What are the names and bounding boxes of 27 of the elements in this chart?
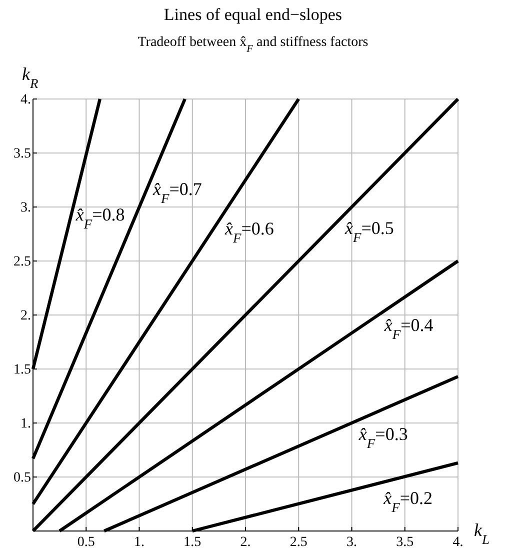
series-label: x̂$_{F}$=0.8 xyxy=(74,204,125,231)
x-tick-label: 0.5 xyxy=(77,534,95,550)
y-tick-label: 2.5 xyxy=(14,254,31,270)
x-tick-label: 3.5 xyxy=(396,534,414,550)
x-tick-label: 3. xyxy=(346,534,357,550)
y-tick-label: 3. xyxy=(20,200,31,216)
x-tick-label: 2.5 xyxy=(290,534,308,550)
series-label: x̂$_{F}$=0.2 xyxy=(382,488,433,515)
chart-subtitle: Tradeoff between x̂$_{F}$ and stiffness factors xyxy=(138,35,368,54)
y-tick-label: 1.5 xyxy=(14,362,31,378)
series-label: x̂$_{F}$=0.7 xyxy=(152,178,202,206)
x-tick-label: 1.5 xyxy=(184,534,202,550)
y-axis-title: k$_{R}$ xyxy=(22,64,39,90)
y-tick-label: 0.5 xyxy=(14,470,31,486)
y-tick-label: 1. xyxy=(20,416,31,432)
series-label: x̂$_{F}$=0.5 xyxy=(344,218,394,244)
y-tick-label: 3.5 xyxy=(14,146,31,162)
y-tick-label: 2. xyxy=(20,308,31,324)
series-label: x̂$_{F}$=0.3 xyxy=(358,424,408,450)
y-tick-label: 4. xyxy=(20,92,31,108)
x-tick-label: 4. xyxy=(452,534,464,550)
x-tick-label: 1. xyxy=(134,534,144,550)
x-axis-title: k$_{L}$ xyxy=(474,520,490,546)
series-label: x̂$_{F}$=0.6 xyxy=(224,218,274,245)
x-tick-label: 2. xyxy=(240,534,251,550)
chart-title: Lines of equal end−slopes xyxy=(164,5,342,24)
series-label: x̂$_{F}$=0.4 xyxy=(383,315,434,342)
